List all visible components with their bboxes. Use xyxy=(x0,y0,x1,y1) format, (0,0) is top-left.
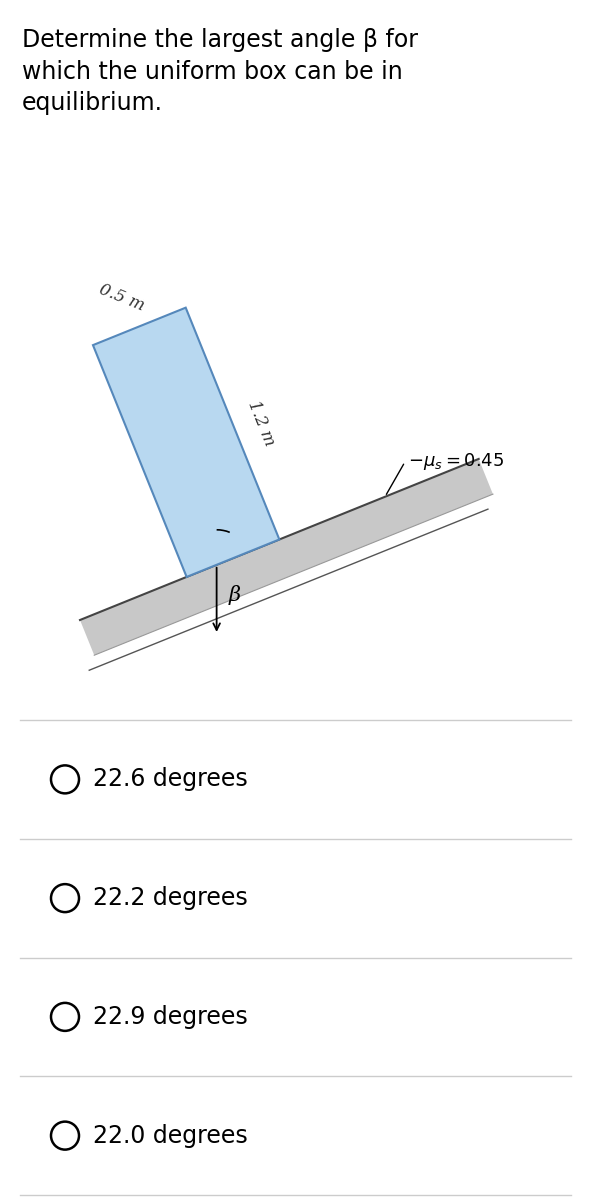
Polygon shape xyxy=(93,307,280,577)
Polygon shape xyxy=(80,458,493,655)
Text: 1.2 m: 1.2 m xyxy=(245,398,278,449)
Text: 22.2 degrees: 22.2 degrees xyxy=(93,886,248,910)
Text: 0.5 m: 0.5 m xyxy=(96,281,147,314)
Text: $-\mu_s = 0.45$: $-\mu_s = 0.45$ xyxy=(408,451,504,473)
Text: β: β xyxy=(229,584,241,605)
Text: Determine the largest angle β for
which the uniform box can be in
equilibrium.: Determine the largest angle β for which … xyxy=(22,28,418,115)
Text: 22.9 degrees: 22.9 degrees xyxy=(93,1004,248,1028)
Text: 22.0 degrees: 22.0 degrees xyxy=(93,1123,248,1147)
Text: 22.6 degrees: 22.6 degrees xyxy=(93,767,248,791)
